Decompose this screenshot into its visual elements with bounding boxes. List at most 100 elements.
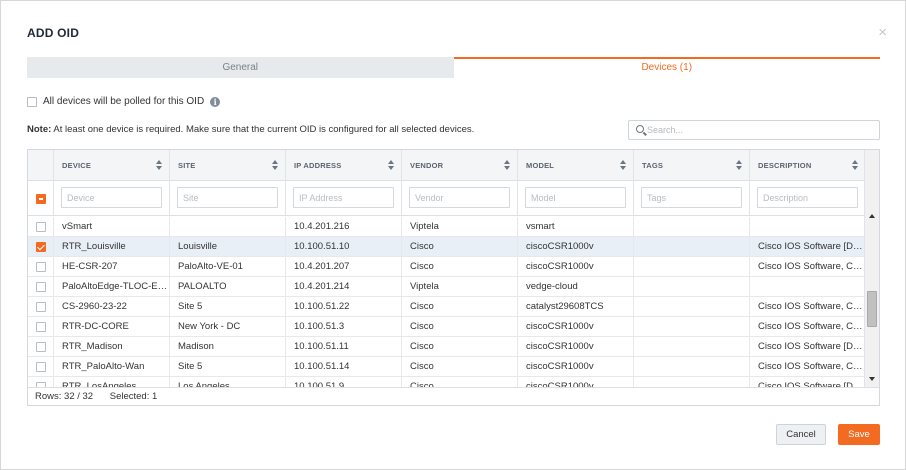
filter-model-input[interactable] [525, 187, 626, 208]
scroll-up-icon[interactable] [869, 214, 875, 218]
filter-description-input[interactable] [757, 187, 858, 208]
cell-model: catalyst29608TCS [518, 297, 634, 317]
poll-all-checkbox[interactable] [27, 96, 37, 107]
search-icon [636, 125, 644, 133]
column-header-ip-address[interactable]: IP ADDRESS [286, 150, 402, 181]
devices-table: DEVICE SITE IP ADDRESS VENDOR MODEL TAGS… [27, 149, 880, 406]
filter-ip-input[interactable] [293, 187, 394, 208]
table-footer: Rows: 32 / 32 Selected: 1 [28, 387, 879, 405]
cell-description [750, 217, 866, 237]
row-checkbox-cell [28, 297, 54, 317]
cell-vendor: Cisco [402, 297, 518, 317]
cell-model: ciscoCSR1000v [518, 357, 634, 377]
cell-vendor: Cisco [402, 317, 518, 337]
sort-icon[interactable] [620, 160, 626, 170]
table-row[interactable]: RTR_LosAngeles Los Angeles 10.100.51.9 Cisc… [28, 377, 866, 387]
cell-site: Site 5 [170, 297, 286, 317]
table-row[interactable]: PaloAltoEdge-TLOC-Ext... PALOALTO 10.4.201… [28, 277, 866, 297]
select-all-checkbox[interactable] [35, 193, 46, 204]
sort-icon[interactable] [388, 160, 394, 170]
row-checkbox[interactable] [35, 222, 46, 232]
row-checkbox-cell [28, 337, 54, 357]
cell-ip: 10.4.201.216 [286, 217, 402, 237]
column-label: SITE [178, 161, 196, 170]
search-input[interactable] [647, 123, 875, 137]
table-row[interactable]: CS-2960-23-22 Site 5 10.100.51.22 Cisco cata… [28, 297, 866, 317]
cell-description [750, 277, 866, 297]
table-row[interactable]: RTR-DC-CORE New York - DC 10.100.51.3 Cisco… [28, 317, 866, 337]
cell-site: Madison [170, 337, 286, 357]
row-checkbox[interactable] [35, 382, 46, 387]
cell-model: vsmart [518, 217, 634, 237]
cell-ip: 10.100.51.11 [286, 337, 402, 357]
cell-ip: 10.100.51.9 [286, 377, 402, 387]
filter-device-input[interactable] [61, 187, 162, 208]
cell-ip: 10.100.51.10 [286, 237, 402, 257]
table-row[interactable]: RTR_Madison Madison 10.100.51.11 Cisco cisco… [28, 337, 866, 357]
cell-description: Cisco IOS Software, CS... [750, 357, 866, 377]
row-checkbox[interactable] [35, 242, 46, 252]
row-checkbox-cell [28, 377, 54, 387]
tab-devices[interactable]: Devices (1) [453, 57, 880, 78]
poll-all-row: All devices will be polled for this OID … [27, 96, 221, 107]
table-body: vSmart 10.4.201.216 Viptela vsmart RTR_Louis… [28, 217, 866, 387]
cell-device: RTR_Louisville [54, 237, 170, 257]
tab-general[interactable]: General [27, 57, 454, 78]
row-checkbox[interactable] [35, 282, 46, 292]
sort-icon[interactable] [736, 160, 742, 170]
filter-tags-input[interactable] [641, 187, 742, 208]
scrollbar-thumb[interactable] [867, 291, 877, 327]
cell-vendor: Viptela [402, 277, 518, 297]
row-checkbox[interactable] [35, 262, 46, 272]
cell-site [170, 217, 286, 237]
row-checkbox-cell [28, 217, 54, 237]
select-all-cell [28, 181, 54, 216]
sort-icon[interactable] [504, 160, 510, 170]
cell-site: Site 5 [170, 357, 286, 377]
cell-ip: 10.100.51.14 [286, 357, 402, 377]
cell-device: RTR-DC-CORE [54, 317, 170, 337]
cell-tags [634, 377, 750, 387]
column-header-device[interactable]: DEVICE [54, 150, 170, 181]
table-row[interactable]: RTR_PaloAlto-Wan Site 5 10.100.51.14 Cisco c… [28, 357, 866, 377]
cancel-button[interactable]: Cancel [776, 424, 826, 445]
column-label: VENDOR [410, 161, 444, 170]
sort-icon[interactable] [156, 160, 162, 170]
cell-model: ciscoCSR1000v [518, 257, 634, 277]
sort-icon[interactable] [852, 160, 858, 170]
scroll-down-icon[interactable] [869, 377, 875, 381]
column-header-site[interactable]: SITE [170, 150, 286, 181]
filter-site-input[interactable] [177, 187, 278, 208]
column-label: DEVICE [62, 161, 92, 170]
cell-ip: 10.100.51.3 [286, 317, 402, 337]
filter-vendor-input[interactable] [409, 187, 510, 208]
column-header-description[interactable]: DESCRIPTION [750, 150, 866, 181]
row-checkbox[interactable] [35, 302, 46, 312]
row-checkbox[interactable] [35, 322, 46, 332]
row-checkbox-cell [28, 257, 54, 277]
column-header-tags[interactable]: TAGS [634, 150, 750, 181]
info-icon[interactable]: i [210, 96, 221, 107]
cell-description: Cisco IOS Software [De... [750, 377, 866, 387]
cell-tags [634, 277, 750, 297]
cell-ip: 10.100.51.22 [286, 297, 402, 317]
column-header-vendor[interactable]: VENDOR [402, 150, 518, 181]
sort-icon[interactable] [272, 160, 278, 170]
column-label: DESCRIPTION [758, 161, 812, 170]
cell-model: ciscoCSR1000v [518, 317, 634, 337]
column-header-model[interactable]: MODEL [518, 150, 634, 181]
table-row[interactable]: vSmart 10.4.201.216 Viptela vsmart [28, 217, 866, 237]
row-checkbox[interactable] [35, 362, 46, 372]
table-row[interactable]: RTR_Louisville Louisville 10.100.51.10 Cisc… [28, 237, 866, 257]
cell-model: vedge-cloud [518, 277, 634, 297]
row-checkbox[interactable] [35, 342, 46, 352]
table-row[interactable]: HE-CSR-207 PaloAlto-VE-01 10.4.201.207 Cisc… [28, 257, 866, 277]
vertical-scrollbar[interactable] [864, 150, 879, 387]
save-button[interactable]: Save [838, 424, 880, 445]
close-icon[interactable]: × [878, 24, 887, 41]
column-label: TAGS [642, 161, 664, 170]
cell-site: Louisville [170, 237, 286, 257]
cell-description: Cisco IOS Software, CS... [750, 257, 866, 277]
note-body: At least one device is required. Make su… [51, 124, 475, 135]
header-checkbox-cell [28, 150, 54, 181]
